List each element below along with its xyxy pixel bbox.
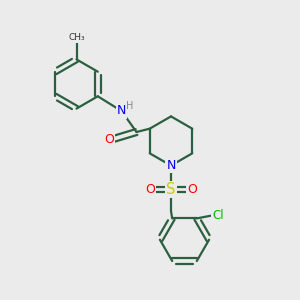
Text: Cl: Cl [212,209,224,222]
Text: O: O [187,183,197,196]
Text: O: O [104,133,114,146]
Text: N: N [166,159,176,172]
Text: O: O [145,183,155,196]
Text: H: H [126,100,134,111]
Text: S: S [166,182,176,197]
Text: CH₃: CH₃ [68,33,85,42]
Text: N: N [117,104,126,118]
